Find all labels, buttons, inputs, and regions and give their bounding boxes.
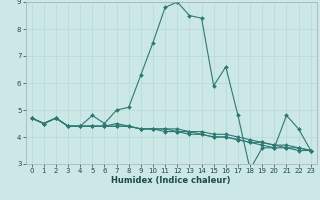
- X-axis label: Humidex (Indice chaleur): Humidex (Indice chaleur): [111, 176, 231, 185]
